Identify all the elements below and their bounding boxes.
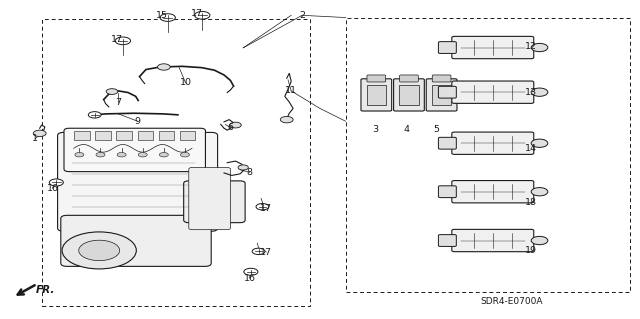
FancyBboxPatch shape [438, 42, 456, 54]
Circle shape [160, 14, 175, 21]
Bar [399, 85, 419, 105]
Text: 5: 5 [433, 125, 440, 134]
Circle shape [88, 112, 101, 118]
Circle shape [280, 116, 293, 123]
Text: 14: 14 [525, 144, 537, 153]
Circle shape [230, 122, 241, 128]
Text: 17: 17 [260, 248, 272, 256]
Text: 10: 10 [180, 78, 191, 87]
Text: 12: 12 [525, 42, 537, 51]
Text: 8: 8 [246, 168, 253, 177]
FancyBboxPatch shape [438, 86, 456, 98]
FancyBboxPatch shape [452, 229, 534, 252]
Circle shape [138, 152, 147, 157]
FancyBboxPatch shape [452, 132, 534, 154]
FancyBboxPatch shape [61, 215, 211, 266]
Text: 19: 19 [525, 246, 537, 255]
Bar [367, 85, 386, 105]
Text: 17: 17 [111, 35, 123, 44]
Text: 4: 4 [403, 125, 410, 134]
Text: 16: 16 [47, 184, 58, 193]
Circle shape [180, 152, 189, 157]
Text: 17: 17 [191, 9, 202, 18]
FancyBboxPatch shape [367, 75, 386, 82]
FancyBboxPatch shape [452, 181, 534, 203]
Text: 1: 1 [32, 134, 38, 143]
Circle shape [106, 89, 118, 94]
Circle shape [96, 152, 105, 157]
Circle shape [62, 232, 136, 269]
Text: 11: 11 [285, 86, 297, 95]
Bar [42, 19, 310, 306]
FancyBboxPatch shape [64, 128, 205, 172]
Bar [74, 131, 90, 140]
Bar [138, 131, 153, 140]
Circle shape [531, 139, 548, 147]
Circle shape [117, 152, 126, 157]
Bar [432, 85, 451, 105]
Text: 2: 2 [299, 11, 305, 20]
FancyBboxPatch shape [452, 81, 534, 103]
Text: 13: 13 [525, 88, 537, 97]
Circle shape [159, 152, 168, 157]
Text: 3: 3 [372, 125, 379, 134]
Circle shape [79, 240, 120, 261]
FancyBboxPatch shape [452, 36, 534, 59]
Text: 7: 7 [115, 98, 122, 107]
FancyBboxPatch shape [426, 79, 457, 111]
Circle shape [531, 88, 548, 96]
Circle shape [256, 204, 269, 210]
Text: 18: 18 [525, 198, 537, 207]
Circle shape [252, 248, 265, 255]
FancyBboxPatch shape [438, 137, 456, 149]
Text: FR.: FR. [36, 285, 55, 295]
FancyBboxPatch shape [438, 235, 456, 247]
Circle shape [195, 11, 210, 19]
Text: 15: 15 [156, 11, 168, 20]
Text: 16: 16 [244, 274, 255, 283]
Circle shape [157, 64, 170, 70]
Circle shape [49, 179, 63, 186]
Text: SDR4-E0700A: SDR4-E0700A [481, 297, 543, 306]
Bar [159, 131, 174, 140]
FancyBboxPatch shape [184, 181, 245, 223]
FancyBboxPatch shape [58, 132, 218, 231]
Circle shape [75, 152, 84, 157]
Text: 6: 6 [227, 123, 234, 132]
FancyBboxPatch shape [438, 186, 456, 197]
Circle shape [244, 268, 258, 275]
Circle shape [238, 165, 248, 170]
Circle shape [531, 43, 548, 52]
FancyBboxPatch shape [189, 167, 230, 230]
Bar [116, 131, 132, 140]
FancyBboxPatch shape [432, 75, 451, 82]
Circle shape [33, 130, 46, 137]
Bar [180, 131, 195, 140]
Bar [95, 131, 111, 140]
FancyBboxPatch shape [399, 75, 419, 82]
Bar [346, 18, 630, 292]
Text: 17: 17 [260, 204, 271, 213]
FancyBboxPatch shape [361, 79, 392, 111]
FancyBboxPatch shape [394, 79, 424, 111]
Text: 9: 9 [134, 117, 141, 126]
Circle shape [115, 37, 131, 45]
Circle shape [531, 236, 548, 245]
Circle shape [531, 188, 548, 196]
